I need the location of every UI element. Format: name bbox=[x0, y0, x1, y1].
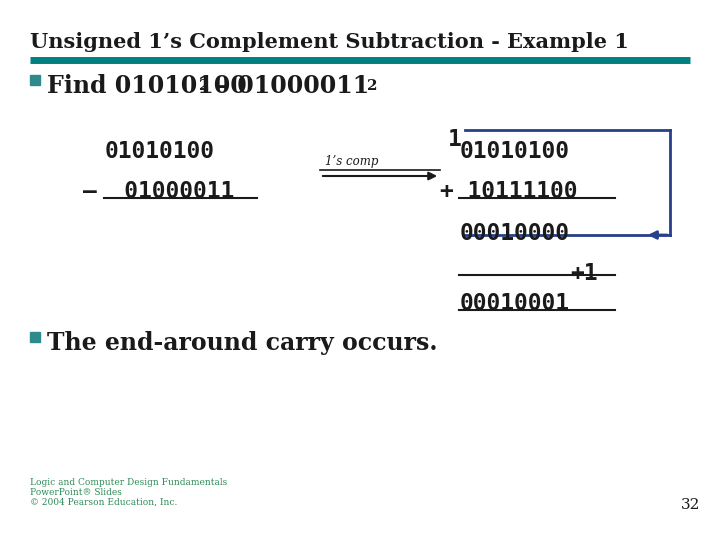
Bar bbox=[30, 75, 40, 85]
Text: 32: 32 bbox=[680, 498, 700, 512]
Text: 00010001: 00010001 bbox=[460, 292, 570, 315]
Text: PowerPoint® Slides: PowerPoint® Slides bbox=[30, 488, 122, 497]
Text: 1’s comp: 1’s comp bbox=[325, 155, 379, 168]
Text: Unsigned 1’s Complement Subtraction - Example 1: Unsigned 1’s Complement Subtraction - Ex… bbox=[30, 32, 629, 52]
Text: 01010100: 01010100 bbox=[105, 140, 215, 163]
Text: © 2004 Pearson Education, Inc.: © 2004 Pearson Education, Inc. bbox=[30, 498, 177, 507]
Text: 01010100: 01010100 bbox=[460, 140, 570, 163]
Text: – 01000011: – 01000011 bbox=[209, 74, 369, 98]
Text: 1: 1 bbox=[448, 128, 462, 151]
Text: 2: 2 bbox=[199, 79, 210, 93]
Text: Find 01010100: Find 01010100 bbox=[47, 74, 247, 98]
Text: 00010000: 00010000 bbox=[460, 222, 570, 245]
Text: –  01000011: – 01000011 bbox=[83, 180, 234, 203]
Text: +1: +1 bbox=[570, 262, 598, 285]
Text: Logic and Computer Design Fundamentals: Logic and Computer Design Fundamentals bbox=[30, 478, 228, 487]
Bar bbox=[30, 332, 40, 342]
Text: The end-around carry occurs.: The end-around carry occurs. bbox=[47, 331, 438, 355]
Text: 2: 2 bbox=[367, 79, 377, 93]
Text: + 10111100: + 10111100 bbox=[440, 180, 577, 203]
